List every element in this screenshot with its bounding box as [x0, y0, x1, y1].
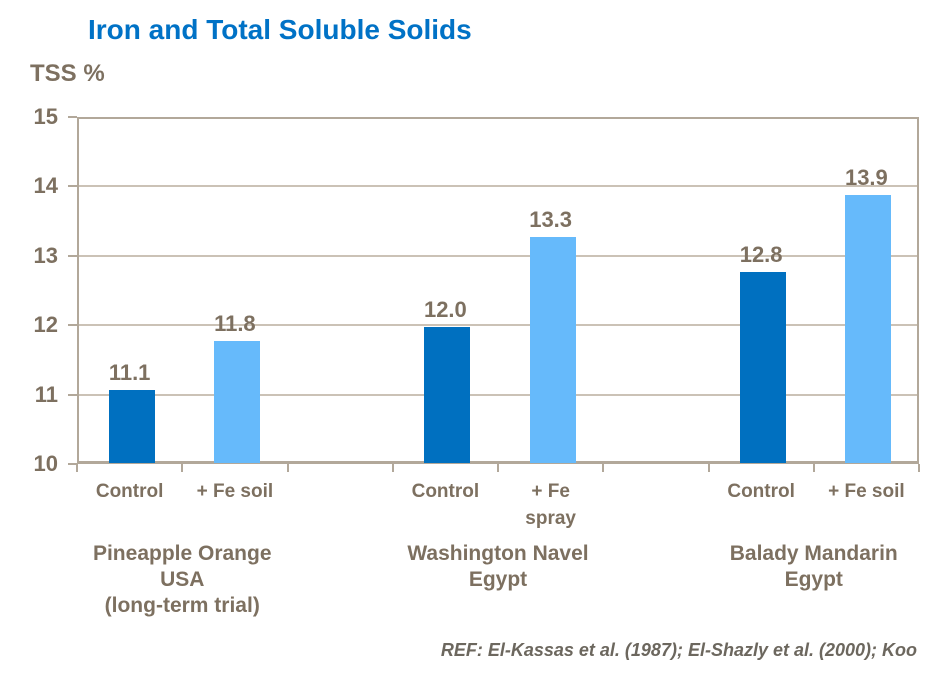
category-label: + Fe soil: [196, 481, 274, 502]
y-tick-label: 12: [33, 312, 58, 338]
x-tick-mark: [181, 464, 184, 472]
y-axis-label: TSS %: [30, 60, 105, 87]
bar-value-label: 12.0: [423, 297, 467, 323]
y-tick-label: 11: [34, 381, 58, 407]
category-label: Control: [727, 481, 795, 502]
bar-value-label: 13.9: [844, 165, 888, 191]
x-tick-mark: [602, 464, 605, 472]
plot-area: [77, 117, 919, 464]
y-tick-mark: [68, 393, 77, 396]
bar-value-label: 11.1: [108, 359, 151, 385]
x-tick-mark: [76, 464, 78, 472]
gridline: [79, 393, 917, 396]
bar: [845, 195, 892, 463]
y-tick-mark: [68, 463, 77, 465]
x-tick-mark: [812, 464, 815, 472]
y-tick-label: 13: [33, 242, 58, 268]
category-label: + Fe soil: [828, 481, 905, 502]
category-label: Control: [95, 481, 164, 502]
group-label: Washington Navel Egypt: [407, 542, 589, 591]
group-label: Pineapple Orange USA (long-term trial): [92, 542, 272, 617]
bar: [424, 327, 471, 463]
bar: [213, 341, 260, 463]
x-tick-mark: [391, 464, 394, 472]
y-tick-mark: [68, 185, 77, 188]
group-label: Balady Mandarin Egypt: [729, 542, 898, 591]
bar-value-label: 12.8: [739, 241, 783, 267]
y-tick-mark: [68, 116, 77, 118]
y-tick-label: 15: [33, 104, 58, 129]
gridline: [79, 185, 917, 188]
reference-text: REF: El-Kassas et al. (1987); El-Shazly …: [440, 640, 917, 660]
x-tick-mark: [497, 464, 499, 472]
gridline: [79, 324, 917, 327]
bar-value-label: 13.3: [529, 206, 573, 232]
x-tick-mark: [918, 464, 920, 472]
y-tick-mark: [68, 324, 77, 327]
category-label: Control: [411, 481, 480, 502]
bar: [108, 389, 155, 463]
y-tick-label: 10: [33, 451, 58, 476]
x-tick-mark: [707, 464, 710, 472]
gridline: [79, 254, 917, 257]
chart-title: Iron and Total Soluble Solids: [88, 14, 472, 45]
bar: [740, 271, 787, 463]
y-tick-label: 14: [33, 173, 58, 199]
y-tick-mark: [68, 254, 77, 257]
bar-value-label: 11.8: [214, 311, 256, 337]
x-tick-mark: [286, 464, 289, 472]
category-label: + Fe spray: [525, 481, 576, 529]
bar: [529, 236, 576, 463]
